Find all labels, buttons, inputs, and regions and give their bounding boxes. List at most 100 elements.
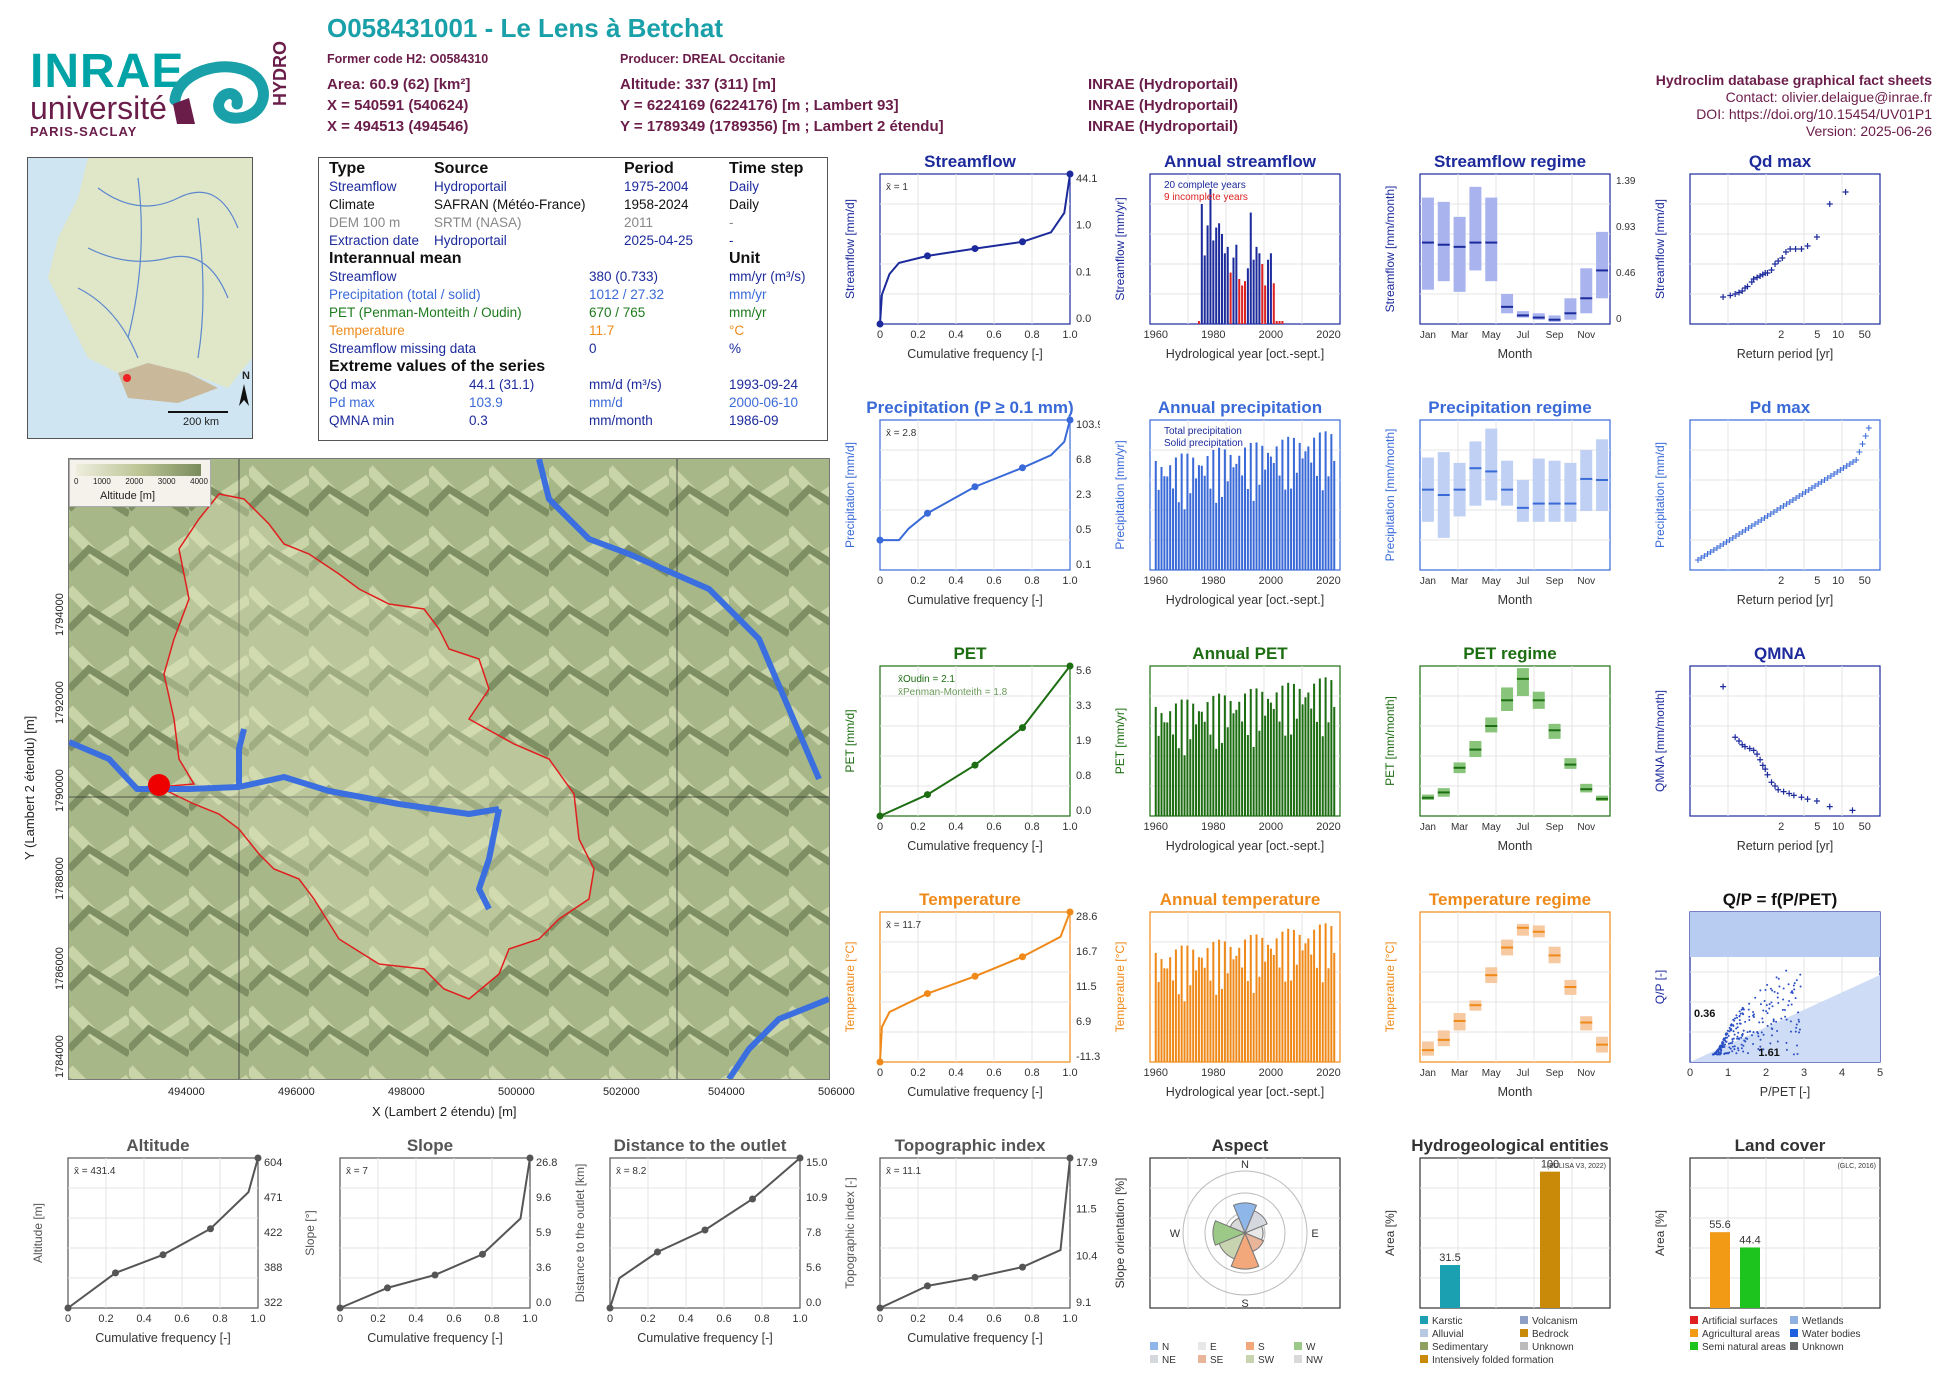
x-axis-label: Cumulative frequency [-] [907,1331,1042,1345]
source-note: (GLC, 2016) [1837,1163,1876,1170]
table-cell: Daily [729,197,760,212]
limit-area [1690,975,1880,1062]
data-point [1787,1004,1790,1007]
data-point [1782,998,1785,1001]
data-point [1772,1018,1775,1021]
data-point [1718,1053,1721,1056]
data-point [1799,491,1806,497]
chart-title: Qd max [1748,152,1812,171]
legend-swatch [1520,1329,1528,1337]
year-bar [1203,475,1206,570]
x-tick-label: 0.6 [986,329,1001,341]
table-cell: mm/yr (m³/s) [729,269,806,284]
right-tick-label: 0.1 [1076,559,1091,571]
year-bar [1189,739,1192,816]
year-bar [1200,465,1203,570]
x-tick-label: 0.4 [948,329,963,341]
data-point [1750,276,1757,282]
year-bar [1212,695,1215,816]
data-point [1821,477,1828,483]
x-tick-label: 1.0 [1062,329,1077,341]
x-axis-label: Cumulative frequency [-] [907,1085,1042,1099]
unit-heading: Unit [729,250,761,267]
x-tick-label: 1960 [1144,575,1168,587]
data-point [1719,1051,1722,1054]
year-bar [1327,722,1330,816]
data-point [1764,989,1767,992]
box [1437,1030,1450,1047]
quantile-point [876,812,884,820]
x-tick-label: 0.6 [986,821,1001,833]
legend-swatch [1690,1329,1698,1337]
data-point [1716,1053,1719,1056]
data-point [1785,1048,1788,1051]
legend-entry: Water bodies [1802,1329,1861,1340]
right-tick-label: 0.0 [536,1297,551,1309]
quantile-point [1019,724,1026,732]
data-point [1752,1010,1755,1013]
year-bar [1200,711,1203,816]
box [1453,216,1466,292]
category-bar [1710,1232,1730,1308]
topo-chart: Topographic index Cumulative frequency [-… [840,1136,1100,1386]
data-point [1738,1022,1741,1025]
former-code: Former code H2: O0584310 [327,52,489,66]
legend-entry: x̄Oudin = 2.1 [898,674,955,685]
data-point [1765,1010,1768,1013]
year-bar [1218,693,1221,816]
data-point [1784,1015,1787,1018]
data-point [1729,1042,1732,1045]
mean-label: x̄ = 8.2 [616,1166,647,1177]
x-tick-label: Jul [1517,576,1530,587]
data-point [1731,1038,1734,1041]
box [1580,783,1593,793]
quantile-point [431,1271,439,1279]
data-point [1773,990,1776,993]
x-tick-label: 0 [877,1313,883,1325]
x-axis-label: Cumulative frequency [-] [95,1331,230,1345]
data-point [1787,246,1794,252]
temperature_regime-chart: Temperature regime Month Temperature [°C] J… [1380,890,1640,1140]
x-tick-label: 2020 [1316,329,1340,341]
year-bar [1267,698,1270,816]
x-axis-label: Month [1498,593,1533,607]
year-bar [1307,446,1310,570]
year-bar [1252,500,1255,570]
data-point [1770,1034,1773,1037]
year-bar [1212,240,1215,324]
year-bar [1310,462,1313,570]
year-bar [1315,475,1318,570]
legend-entry: Solid precipitation [1164,438,1243,449]
mean-label: x̄ = 431.4 [74,1166,116,1177]
x-tick-label: 0.2 [910,329,925,341]
x-axis-label: Month [1498,347,1533,361]
year-bar [1249,688,1252,816]
quantile-point [796,1154,804,1162]
data-point [1727,292,1734,299]
year-bar [1318,678,1321,816]
x-tick-label: 0.2 [910,575,925,587]
table-cell: 1986-09 [729,413,779,428]
x-tick-label: Jan [1420,330,1436,341]
year-bar [1252,746,1255,816]
legend-swatch [1690,1316,1698,1324]
x-tick-label: 0.4 [948,1067,963,1079]
year-bar [1163,968,1166,1062]
data-point [1837,467,1844,473]
chart-svg: Cumulative frequency [-] Distance to the … [573,1154,827,1345]
legend-entry: 9 incomplete years [1164,192,1248,203]
chart-svg: Cumulative frequency [-] Precipitation [m… [843,416,1100,607]
year-bar [1174,457,1177,570]
quantile-point [971,972,979,980]
year-bar [1315,721,1318,816]
right-tick-label: 0 [1616,314,1622,325]
legend-entry: Volcanism [1532,1316,1578,1327]
data-point [1728,1051,1731,1054]
legend-swatch [1790,1316,1798,1324]
altitude-legend: Altitude [m] 0 1000 2000 3000 4000 [69,459,211,507]
data-point [1804,796,1811,803]
altitude-legend-title: Altitude [m] [100,490,156,502]
x-tick-label: Nov [1577,576,1595,587]
year-bar [1192,949,1195,1062]
x-tick-label: 0 [1687,1067,1693,1079]
